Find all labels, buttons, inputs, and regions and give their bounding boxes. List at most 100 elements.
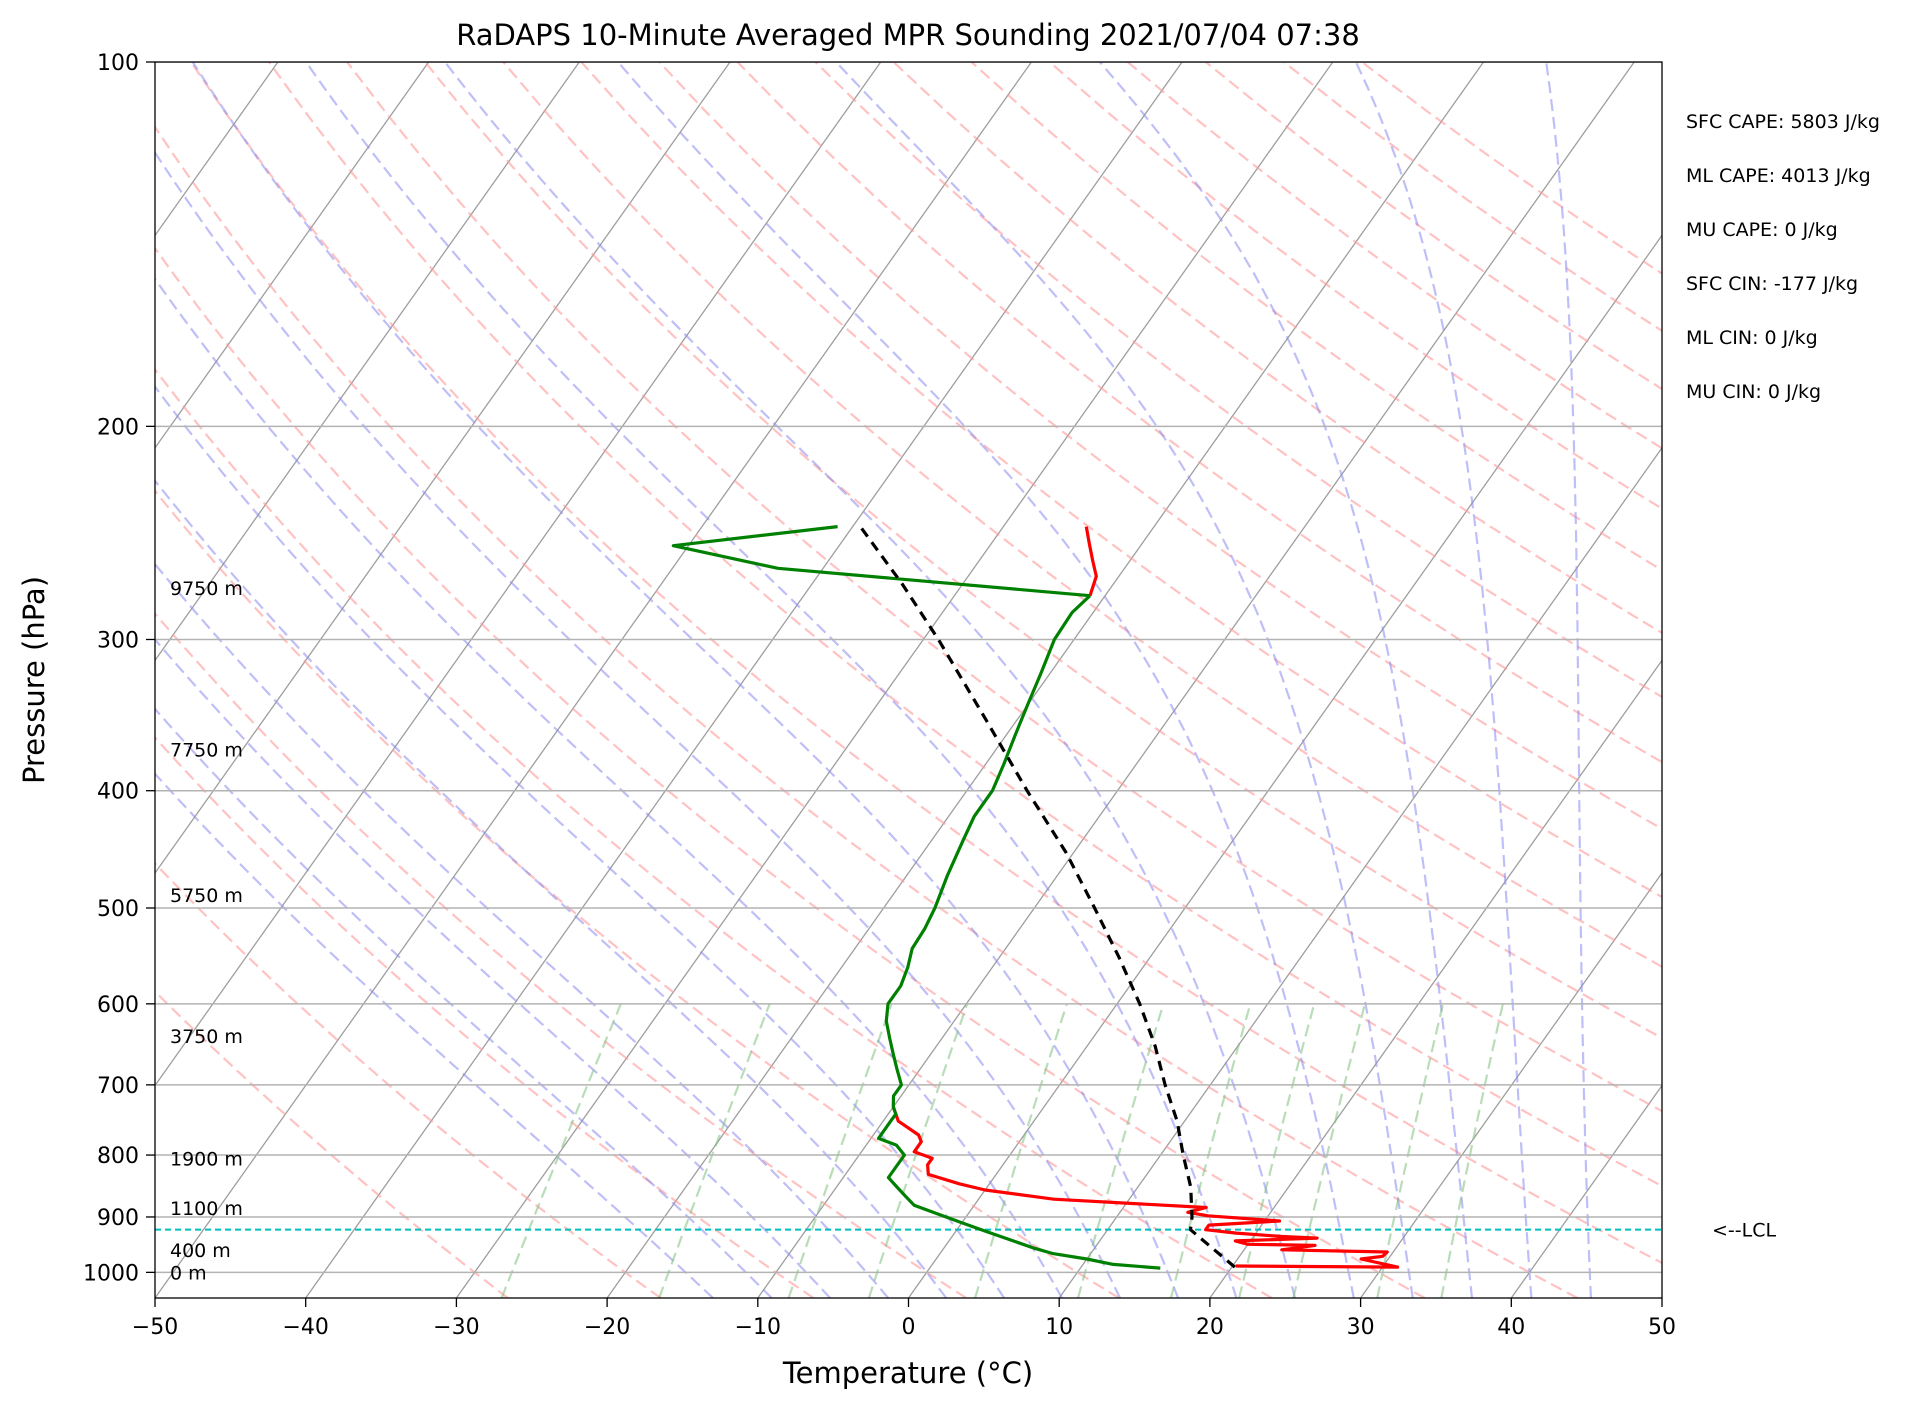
moist-adiabat-line: [191, 62, 1180, 1298]
y-tick-label: 1000: [83, 1261, 139, 1286]
dry-adiabat-line: [580, 62, 1662, 899]
y-tick-label: 900: [97, 1206, 139, 1231]
lcl-label: <--LCL: [1712, 1220, 1776, 1242]
dry-adiabat-line: [268, 62, 1662, 1188]
height-label: 3750 m: [170, 1026, 243, 1048]
isotherm-line: [155, 62, 731, 875]
height-label: 0 m: [170, 1262, 207, 1284]
stat-line: ML CAPE: 4013 J/kg: [1686, 165, 1871, 187]
x-tick-label: −30: [433, 1315, 479, 1340]
height-label: 1100 m: [170, 1198, 243, 1220]
y-tick-label: 200: [97, 415, 139, 440]
y-tick-label: 700: [97, 1074, 139, 1099]
moist-adiabat-line: [155, 150, 1121, 1298]
y-tick-label: 300: [97, 628, 139, 653]
moist-adiabat-line: [155, 277, 1063, 1298]
x-tick-label: 50: [1648, 1315, 1676, 1340]
mixing-ratio-line: [1376, 1003, 1445, 1298]
x-tick-label: 0: [902, 1315, 916, 1340]
stat-line: SFC CIN: -177 J/kg: [1686, 273, 1858, 295]
isotherm-line: [155, 62, 1032, 1298]
isotherm-line: [1209, 659, 1662, 1298]
stat-line: MU CIN: 0 J/kg: [1686, 381, 1821, 403]
isotherm-line: [455, 62, 1334, 1298]
isotherm-line: [606, 62, 1485, 1298]
dry-adiabat-line: [736, 62, 1662, 764]
dry-adiabat-line: [658, 62, 1662, 831]
y-tick-label: 500: [97, 897, 139, 922]
isotherm-line: [155, 62, 430, 450]
moist-adiabat-line: [155, 637, 831, 1298]
sounding-series-4-line: [671, 525, 1091, 598]
isotherm-line: [155, 62, 580, 662]
isotherm-line: [305, 62, 1183, 1298]
x-tick-label: 40: [1497, 1315, 1525, 1340]
mixing-ratio-line: [1440, 1003, 1504, 1298]
dry-adiabat-line: [155, 611, 967, 1298]
isotherm-line: [907, 234, 1662, 1298]
isotherm-line: [1058, 446, 1662, 1298]
chart-title: RaDAPS 10-Minute Averaged MPR Sounding 2…: [456, 18, 1360, 52]
sounding-series-1-line: [891, 1106, 1400, 1269]
moist-adiabat-line: [305, 62, 1238, 1298]
moist-adiabat-line: [155, 707, 773, 1298]
dry-adiabat-line: [155, 125, 1579, 1298]
mixing-ratio-line: [1238, 1003, 1316, 1298]
dry-adiabat-line: [155, 367, 1273, 1298]
dry-adiabat-line: [814, 62, 1662, 699]
isotherm-line: [155, 62, 882, 1087]
dry-adiabat-line: [155, 246, 1426, 1298]
x-tick-label: −20: [584, 1315, 630, 1340]
mixing-ratio-line: [1169, 1003, 1252, 1298]
height-label: 5750 m: [170, 885, 243, 907]
x-axis-label: Temperature (°C): [782, 1356, 1033, 1390]
mixing-ratio-line: [500, 1003, 622, 1298]
stat-line: SFC CAPE: 5803 J/kg: [1686, 111, 1880, 133]
mixing-ratio-line: [658, 1003, 771, 1298]
stat-line: ML CIN: 0 J/kg: [1686, 327, 1818, 349]
mixing-ratio-line: [787, 1003, 893, 1298]
x-tick-label: −40: [282, 1315, 328, 1340]
x-tick-label: 20: [1196, 1315, 1224, 1340]
moist-adiabat-line: [155, 385, 1006, 1298]
sounding-series-3-line: [876, 594, 1161, 1270]
x-tick-label: 30: [1347, 1315, 1375, 1340]
mixing-ratio-line: [974, 1003, 1068, 1298]
height-label: 7750 m: [170, 740, 243, 762]
dry-adiabat-line: [970, 62, 1662, 572]
moist-adiabat-line: [155, 562, 890, 1298]
stat-line: MU CAPE: 0 J/kg: [1686, 219, 1838, 241]
isotherm-line: [1510, 1084, 1662, 1298]
moist-adiabat-line: [444, 62, 1297, 1298]
sounding-series-5-line: [859, 525, 1236, 1269]
x-tick-label: −50: [132, 1315, 178, 1340]
height-label: 9750 m: [170, 578, 243, 600]
y-tick-label: 400: [97, 780, 139, 805]
moist-adiabat-line: [1545, 62, 1592, 1298]
mixing-ratio-line: [867, 1003, 969, 1298]
x-tick-label: −10: [735, 1315, 781, 1340]
y-tick-label: 600: [97, 993, 139, 1018]
x-tick-label: 10: [1045, 1315, 1073, 1340]
moist-adiabat-line: [835, 62, 1414, 1298]
moist-adiabat-line: [1354, 62, 1533, 1298]
y-tick-label: 800: [97, 1144, 139, 1169]
dry-adiabat-line: [424, 62, 1662, 1040]
moist-adiabat-line: [1098, 62, 1474, 1298]
moist-adiabat-line: [155, 772, 714, 1298]
dry-adiabat-line: [892, 62, 1662, 635]
dry-adiabat-line: [155, 489, 1120, 1298]
mixing-ratio-line: [1292, 1003, 1366, 1298]
isotherm-line: [1360, 871, 1662, 1298]
y-axis-label: Pressure (hPa): [17, 576, 51, 784]
dry-adiabat-line: [190, 62, 1662, 1265]
moist-adiabat-line: [155, 479, 948, 1298]
dry-adiabat-line: [155, 861, 662, 1298]
moist-adiabat-line: [617, 62, 1355, 1298]
y-tick-label: 100: [97, 51, 139, 76]
height-label: 1900 m: [170, 1148, 243, 1170]
height-label: 400 m: [170, 1240, 231, 1262]
sounding-series-2-line: [1084, 526, 1098, 597]
